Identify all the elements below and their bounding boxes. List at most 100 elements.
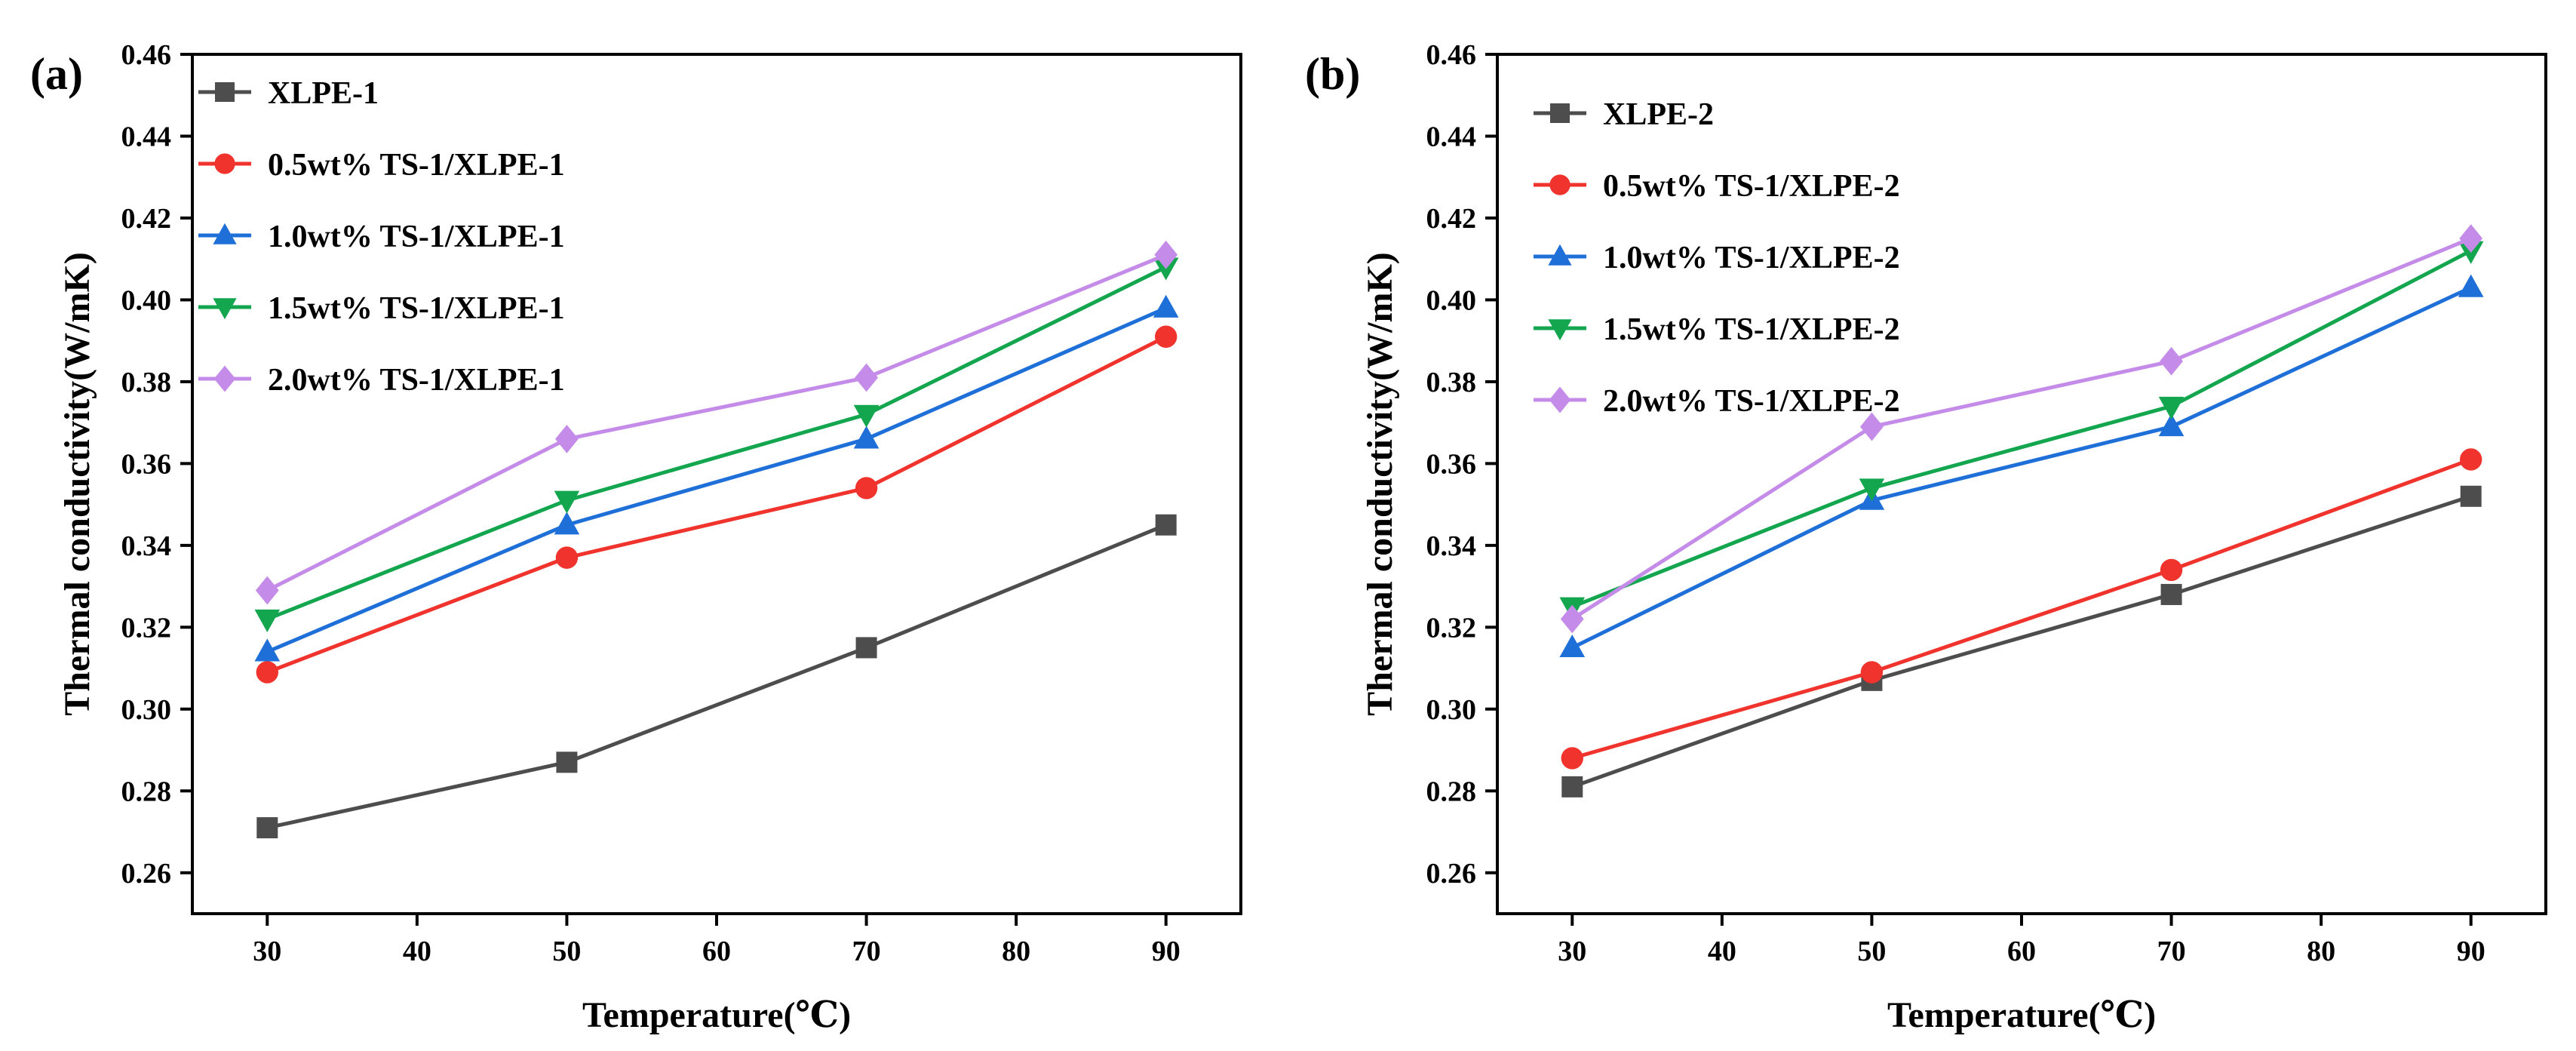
series-square: [1561, 485, 2482, 797]
y-tick-label: 0.40: [1426, 284, 1477, 316]
legend-marker: [1548, 244, 1572, 266]
x-axis-title: Temperature(℃): [1887, 995, 2156, 1035]
chart-panel-a: 30 40 50 60 70 80 90 0.26 0.28 0.30 0.32 0.34 0.36 0.…: [30, 39, 1242, 1035]
data-point: [1560, 604, 1584, 634]
series-line: [266, 306, 1167, 654]
legend-marker: [1549, 174, 1570, 195]
y-tick-label: 0.28: [121, 776, 172, 807]
legend-label: 2.0wt% TS-1/XLPE-2: [1603, 384, 1900, 419]
data-point: [554, 490, 580, 514]
legend-marker: [213, 365, 236, 392]
y-tick-label: 0.34: [121, 530, 172, 562]
y-tick-label: 0.46: [121, 39, 172, 71]
y-tick-label: 0.32: [1426, 612, 1477, 644]
plot-frame: [191, 53, 1242, 915]
legend-marker: [213, 223, 237, 244]
y-tick-label: 0.44: [121, 121, 172, 152]
legend-label: 1.0wt% TS-1/XLPE-2: [1603, 241, 1900, 275]
legend-label: 0.5wt% TS-1/XLPE-1: [268, 148, 565, 183]
x-tick-label: 50: [1857, 936, 1886, 967]
data-point: [1155, 325, 1177, 348]
legend-marker: [1548, 319, 1572, 341]
y-tick-label: 0.34: [1426, 530, 1477, 562]
panel-label: (a): [30, 49, 83, 99]
legend-label: 0.5wt% TS-1/XLPE-2: [1603, 169, 1900, 204]
x-tick-label: 50: [552, 936, 581, 967]
series-line: [266, 523, 1167, 830]
y-tick-label: 0.30: [121, 694, 172, 726]
legend-label: 1.0wt% TS-1/XLPE-1: [268, 220, 565, 254]
data-point: [853, 404, 880, 428]
series-triangle-down: [1559, 241, 2484, 620]
series-line: [1570, 236, 2472, 621]
legend-marker: [215, 82, 235, 102]
data-point: [1153, 294, 1179, 318]
data-point: [855, 363, 878, 392]
x-axis-title: Temperature(℃): [582, 995, 851, 1035]
data-point: [2460, 485, 2482, 507]
x-tick-label: 80: [2307, 936, 2335, 967]
series-diamond: [255, 240, 1178, 605]
series-circle: [1561, 448, 2482, 770]
series-triangle-up: [254, 294, 1179, 662]
x-tick-label: 40: [1708, 936, 1736, 967]
series-line: [1571, 285, 2472, 650]
data-point: [2160, 583, 2182, 605]
x-tick-label: 40: [403, 936, 431, 967]
x-tick-label: 80: [1002, 936, 1030, 967]
series-triangle-up: [1559, 274, 2484, 658]
y-tick-label: 0.40: [121, 284, 172, 316]
x-tick-label: 90: [1152, 936, 1181, 967]
x-tick-label: 60: [2007, 936, 2036, 967]
series-line: [266, 265, 1167, 621]
x-tick-label: 70: [2157, 936, 2186, 967]
y-tick-label: 0.36: [121, 448, 172, 480]
legend-marker: [214, 153, 235, 174]
data-point: [1561, 776, 1583, 797]
y-tick-label: 0.44: [1426, 121, 1477, 152]
y-tick-label: 0.38: [121, 367, 172, 398]
series-line: [1571, 249, 2472, 609]
series-line: [266, 335, 1167, 675]
x-tick-label: 70: [852, 936, 881, 967]
data-point: [2458, 274, 2484, 297]
data-point: [1155, 514, 1177, 536]
legend-label: 1.5wt% TS-1/XLPE-1: [268, 291, 565, 326]
legend-marker: [1549, 386, 1571, 413]
y-tick-label: 0.46: [1426, 39, 1477, 71]
x-tick-label: 90: [2457, 936, 2485, 967]
data-point: [556, 751, 578, 773]
data-point: [1559, 634, 1586, 658]
y-tick-label: 0.42: [121, 203, 172, 235]
series-line: [1571, 457, 2472, 761]
data-point: [2160, 346, 2183, 376]
y-tick-label: 0.26: [1426, 858, 1477, 890]
y-tick-label: 0.30: [1426, 694, 1477, 726]
x-tick-label: 30: [253, 936, 281, 967]
data-point: [555, 546, 579, 569]
y-tick-label: 0.38: [1426, 367, 1477, 398]
data-point: [1561, 747, 1583, 770]
data-point: [554, 512, 580, 535]
data-point: [2158, 396, 2185, 419]
y-tick-label: 0.26: [121, 858, 172, 890]
y-axis-title: Thermal conductivity(W/mK): [57, 252, 97, 716]
legend-marker: [213, 298, 237, 320]
data-point: [1860, 412, 1884, 441]
y-axis-title: Thermal conductivity(W/mK): [1360, 252, 1400, 716]
data-point: [555, 424, 579, 453]
series-line: [266, 253, 1167, 592]
data-point: [2160, 558, 2183, 582]
legend-label: XLPE-1: [268, 76, 379, 111]
series-diamond: [1560, 224, 2483, 634]
data-point: [855, 637, 877, 659]
data-point: [853, 426, 880, 449]
data-point: [855, 477, 878, 499]
series-line: [1571, 494, 2472, 789]
data-point: [2158, 413, 2185, 437]
panel-label: (b): [1305, 49, 1360, 99]
data-point: [256, 817, 278, 839]
y-tick-label: 0.32: [121, 612, 172, 644]
data-point: [2459, 224, 2483, 253]
data-point: [1860, 661, 1884, 684]
